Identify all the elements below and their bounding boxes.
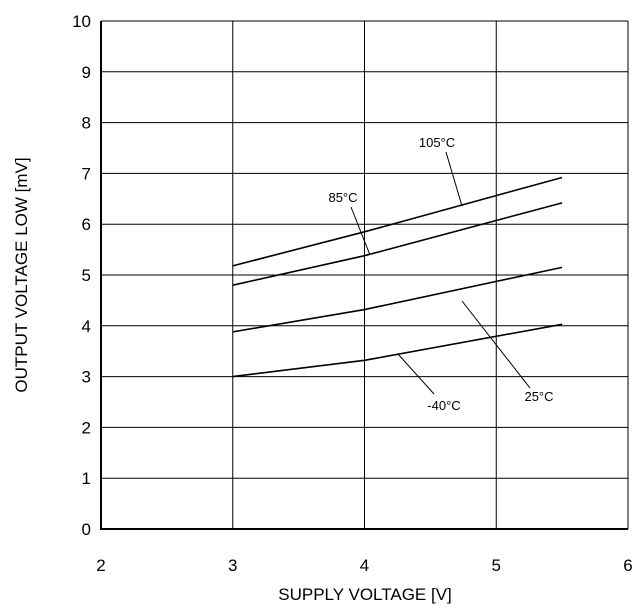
x-tick-label: 4 (360, 556, 369, 575)
series-label: 105°C (419, 135, 455, 150)
series-lines (232, 176, 563, 378)
x-tick-labels: 2 3 4 5 6 (96, 556, 632, 575)
x-axis-title: SUPPLY VOLTAGE [V] (278, 585, 452, 604)
series-line (232, 176, 563, 267)
y-tick-label: 10 (72, 12, 91, 31)
x-tick-label: 3 (228, 556, 237, 575)
y-tick-label: 4 (82, 317, 91, 336)
y-tick-label: 5 (82, 266, 91, 285)
y-axis-title: OUTPUT VOLTAGE LOW [mV] (12, 157, 31, 392)
series-leader-line (397, 353, 435, 395)
y-tick-labels: 0 1 2 3 4 5 6 7 8 9 10 (72, 12, 91, 539)
axes (100, 20, 629, 530)
series-label: 85°C (328, 190, 357, 205)
series-line (232, 202, 563, 286)
series-line (232, 266, 563, 333)
y-tick-label: 3 (82, 368, 91, 387)
y-tick-label: 1 (82, 469, 91, 488)
series-labels: 105°C 85°C 25°C -40°C (328, 135, 553, 413)
y-tick-label: 9 (82, 63, 91, 82)
y-tick-label: 6 (82, 215, 91, 234)
y-tick-label: 8 (82, 114, 91, 133)
series-line (232, 323, 563, 378)
x-tick-label: 5 (492, 556, 501, 575)
series-leader-line (461, 300, 531, 389)
series-leader-line (445, 151, 463, 207)
series-label: 25°C (524, 389, 553, 404)
y-tick-label: 2 (82, 418, 91, 437)
series-label: -40°C (427, 398, 460, 413)
x-tick-label: 2 (96, 556, 105, 575)
grid (101, 21, 628, 529)
x-tick-label: 6 (623, 556, 632, 575)
y-tick-label: 0 (82, 520, 91, 539)
y-tick-label: 7 (82, 164, 91, 183)
series-leader-line (350, 206, 371, 256)
